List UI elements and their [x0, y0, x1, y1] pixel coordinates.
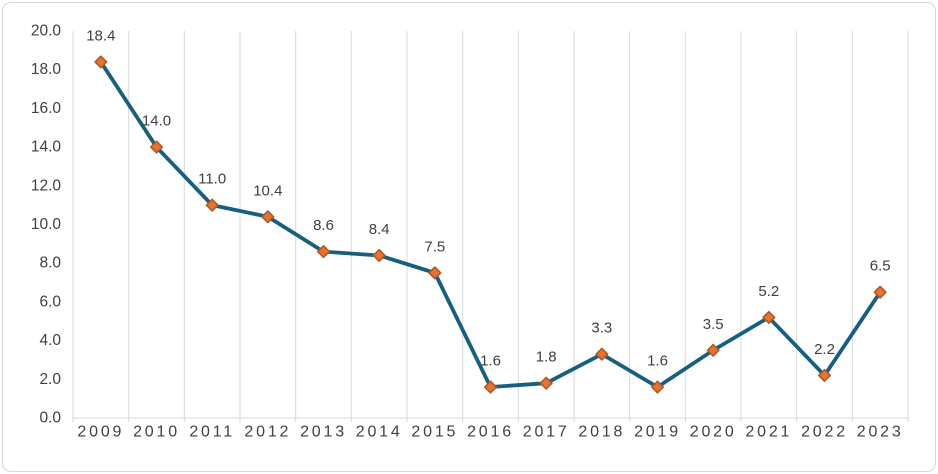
x-axis-tick-label: 2010 [133, 424, 180, 441]
data-point-label: 2.2 [814, 341, 835, 358]
y-axis-tick-label: 12.0 [31, 177, 62, 194]
data-point-label: 6.5 [870, 258, 891, 275]
series-line [98, 60, 883, 389]
x-axis-tick-label: 2012 [244, 424, 291, 441]
data-point-label: 18.4 [86, 27, 115, 44]
x-axis-tick-label: 2015 [411, 424, 458, 441]
data-point-label: 1.8 [536, 349, 557, 366]
y-axis-tick-label: 4.0 [39, 332, 61, 349]
y-axis-tick-label: 0.0 [39, 410, 61, 427]
data-point-label: 1.6 [480, 353, 501, 370]
y-axis-tick-label: 14.0 [31, 139, 62, 156]
x-axis-tick-label: 2016 [467, 424, 514, 441]
data-point-marker [316, 245, 331, 259]
data-point-marker [595, 347, 609, 361]
y-axis-tick-label: 20.0 [31, 23, 62, 40]
data-point-label: 8.4 [369, 221, 390, 238]
data-point-label: 5.2 [758, 283, 779, 300]
data-point-label: 14.0 [142, 113, 171, 130]
x-axis-tick-label: 2018 [578, 424, 625, 441]
x-axis-tick-label: 2019 [634, 424, 681, 441]
data-point-label: 3.5 [703, 316, 724, 333]
y-axis-tick-label: 8.0 [39, 255, 61, 272]
data-point-marker [483, 380, 498, 394]
data-point-marker [149, 140, 164, 154]
x-axis-tick-label: 2021 [745, 424, 792, 441]
line-chart: 0.0 2.0 4.0 6.0 8.0 10.0 12.0 14.0 16.0 18.0 20.0 2… [31, 23, 909, 441]
data-point-marker [539, 376, 553, 390]
data-point-label: 3.3 [591, 320, 612, 337]
x-axis-tick-label: 2022 [801, 424, 848, 441]
data-point-marker [706, 343, 720, 357]
x-axis-tick-label: 2014 [356, 424, 403, 441]
data-point-label: 1.6 [647, 353, 668, 370]
data-point-marker [817, 368, 832, 382]
x-axis-tick-label: 2009 [77, 424, 124, 441]
y-axis-tick-label: 2.0 [39, 371, 61, 388]
y-axis-tick-label: 10.0 [31, 216, 62, 233]
data-point-label: 7.5 [424, 238, 445, 255]
x-axis-tick-label: 2020 [690, 424, 737, 441]
data-point-marker [205, 198, 219, 212]
x-axis-tick-label: 2023 [857, 424, 904, 441]
data-point-label: 10.4 [253, 182, 282, 199]
data-point-marker [428, 266, 442, 280]
data-point-label: 11.0 [198, 171, 226, 188]
data-point-marker [873, 285, 887, 299]
data-point-marker [372, 248, 386, 263]
data-point-marker [650, 380, 665, 394]
y-axis-tick-label: 16.0 [31, 100, 62, 117]
data-point-marker [762, 310, 776, 324]
data-point-label: 8.6 [313, 217, 334, 234]
data-point-marker [94, 55, 108, 69]
x-axis-tick-label: 2011 [189, 424, 235, 441]
y-axis-tick-label: 18.0 [31, 61, 62, 78]
x-axis-tick-label: 2013 [300, 424, 347, 441]
y-axis-tick-label: 6.0 [39, 293, 61, 310]
x-axis-tick-label: 2017 [523, 424, 570, 441]
data-point-marker [261, 210, 275, 224]
